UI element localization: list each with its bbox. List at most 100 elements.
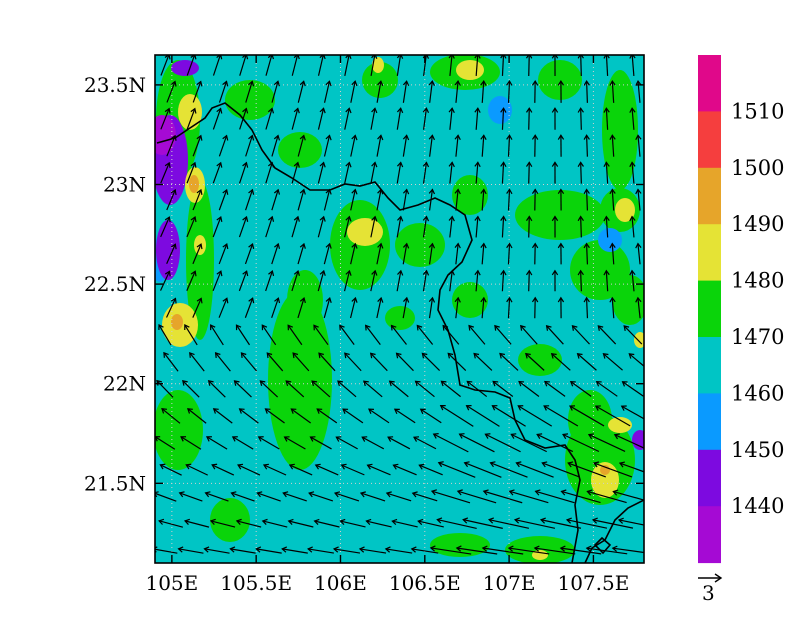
wind-vector-head [316,408,323,414]
wind-vector-head [210,324,216,331]
wind-vector-head [448,161,455,168]
wind-vector [402,243,408,265]
wind-vector [396,55,402,76]
wind-vector [570,381,592,397]
wind-vector [449,270,453,292]
wind-vector-head [214,352,221,358]
wind-vector [580,162,582,184]
wind-vector-head [170,297,177,304]
wind-vector [359,548,387,554]
wind-vector [466,380,488,398]
wind-vector [344,108,350,130]
wind-vector-head [551,161,559,167]
wind-vector-head [587,433,594,440]
wind-vector-head [351,188,358,195]
wind-vector [473,353,493,371]
wind-vector-head [196,188,203,195]
wind-vector [482,547,524,555]
contour-fill-region [268,290,332,470]
wind-vector-head [428,188,436,195]
wind-vector [396,352,414,372]
wind-vector [271,135,279,157]
wind-vector [466,405,500,427]
wind-vector [518,381,540,397]
wind-vector-head [377,296,384,303]
wind-vector [311,380,331,398]
wind-vector-head [366,463,373,470]
wind-vector-head [474,269,481,276]
wind-vector-head [267,107,275,114]
wind-vector-head [299,242,306,249]
wind-vector [370,108,376,130]
wind-vector-head [456,489,463,496]
wind-vector-head [583,80,590,86]
wind-vector [391,325,407,345]
contour-fill-region [456,60,484,80]
wind-vector-head [340,463,347,470]
wind-vector-head [230,491,237,498]
wind-vector-head [533,545,540,552]
wind-vector-head [325,296,332,304]
wind-vector [546,325,564,345]
contour-fill-region [372,57,384,73]
wind-vector [433,433,469,453]
wind-vector-head [515,461,522,468]
wind-vector [622,381,644,397]
wind-vector-head [635,134,642,141]
contour-fill-region [189,175,199,193]
wind-vector [368,408,390,424]
wind-vector-head [371,215,378,222]
wind-vector-head [480,242,487,249]
wind-vector-head [196,134,203,141]
wind-vector [421,352,441,372]
wind-vector [184,520,210,528]
wind-vector [186,271,196,291]
wind-vector [235,324,251,346]
wind-vector-head [402,296,410,303]
wind-vector-head [539,517,546,524]
wind-vector-head [557,188,565,195]
contour-fill-region [225,80,275,120]
wind-vector-head [635,242,642,249]
colorbar-label: 1500 [731,156,784,180]
wind-vector [603,353,623,371]
wind-vector-head [308,491,315,498]
wind-vector [611,81,615,103]
wind-vector-head [261,324,268,331]
wind-vector [592,519,634,529]
wind-vector [528,55,530,76]
colorbar-label: 1490 [731,212,784,236]
wind-vector-head [506,134,513,140]
wind-vector-head [319,269,326,276]
wind-vector-head [242,55,249,60]
wind-vector [291,216,299,238]
wind-vector [337,380,357,398]
wind-vector [204,548,230,554]
wind-vector [265,162,273,184]
contour-fill-region [452,175,488,215]
wind-vector [520,325,538,345]
wind-vector-head [609,80,616,86]
wind-vector [323,189,331,211]
wind-vector-head [499,352,505,359]
wind-vector [442,325,460,345]
wind-vector-head [242,107,249,114]
wind-vector [441,380,461,398]
contour-fill-layer [155,55,644,563]
wind-vector-head [293,107,300,114]
wind-vector-head [603,215,610,222]
border-line [156,102,581,563]
contour-fill-region [632,430,644,450]
wind-vector [492,381,514,397]
wind-vector-head [222,297,229,304]
wind-vector [488,519,530,529]
wind-vector [490,462,528,478]
wind-vector [189,352,205,372]
wind-vector-head [421,352,428,359]
wind-vector [376,135,382,157]
wind-vector [501,270,505,292]
wind-vector-head [285,380,292,387]
wind-vector-head [231,436,238,442]
wind-vector [525,353,545,371]
wind-vector [449,108,453,130]
